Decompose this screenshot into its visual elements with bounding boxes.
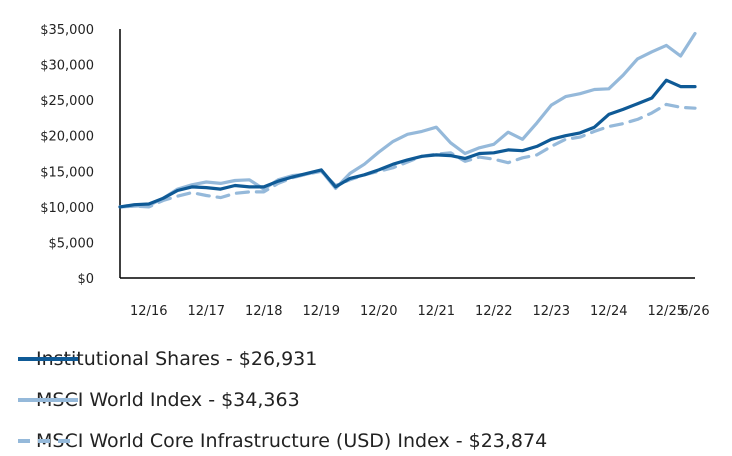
y-tick-label: $15,000	[40, 165, 94, 180]
line-chart: $0 $5,000 $10,000 $15,000 $20,000 $25,000 $30,…	[40, 23, 710, 319]
series-line-0	[118, 78, 697, 209]
series-line-1	[118, 31, 697, 209]
y-tick-label: $5,000	[49, 236, 95, 251]
y-tick-label: $35,000	[40, 23, 94, 38]
legend-label-institutional-shares: Institutional Shares - $26,931	[36, 348, 318, 370]
x-tick-label: 12/19	[303, 304, 340, 319]
x-tick-label: 12/24	[590, 304, 627, 319]
legend-item-msci-world-core-infrastructure: MSCI World Core Infrastructure (USD) Ind…	[18, 426, 547, 456]
y-tick-label: $10,000	[40, 201, 94, 216]
x-tick-label: 6/26	[680, 304, 709, 319]
legend-swatch-solid-light	[18, 398, 78, 402]
x-tick-label: 12/20	[360, 304, 397, 319]
y-tick-label: $0	[77, 272, 94, 287]
x-tick-label: 12/23	[533, 304, 570, 319]
x-tick-label: 12/18	[245, 304, 282, 319]
y-axis: $0 $5,000 $10,000 $15,000 $20,000 $25,000 $30,…	[40, 23, 121, 287]
y-tick-label: $25,000	[40, 94, 94, 109]
x-tick-label: 12/17	[188, 304, 225, 319]
y-tick-label: $30,000	[40, 59, 94, 74]
x-tick-label: 12/25	[648, 304, 685, 319]
legend-label-msci-world-core-infrastructure: MSCI World Core Infrastructure (USD) Ind…	[36, 430, 548, 452]
series-line-2	[118, 102, 697, 209]
legend-swatch-solid-dark	[18, 357, 78, 361]
series-layer	[118, 31, 697, 209]
legend-label-msci-world-index: MSCI World Index - $34,363	[36, 389, 300, 411]
y-tick-label: $20,000	[40, 130, 94, 145]
legend-swatch-dashed-light	[18, 439, 78, 443]
x-tick-label: 12/16	[130, 304, 167, 319]
x-tick-label: 12/21	[418, 304, 455, 319]
legend-item-msci-world-index: MSCI World Index - $34,363	[18, 385, 300, 415]
x-axis: 12/16 12/17 12/18 12/19 12/20 12/21 12/22 12/23…	[120, 277, 710, 319]
x-tick-label: 12/22	[475, 304, 512, 319]
legend-item-institutional-shares: Institutional Shares - $26,931	[18, 344, 317, 374]
